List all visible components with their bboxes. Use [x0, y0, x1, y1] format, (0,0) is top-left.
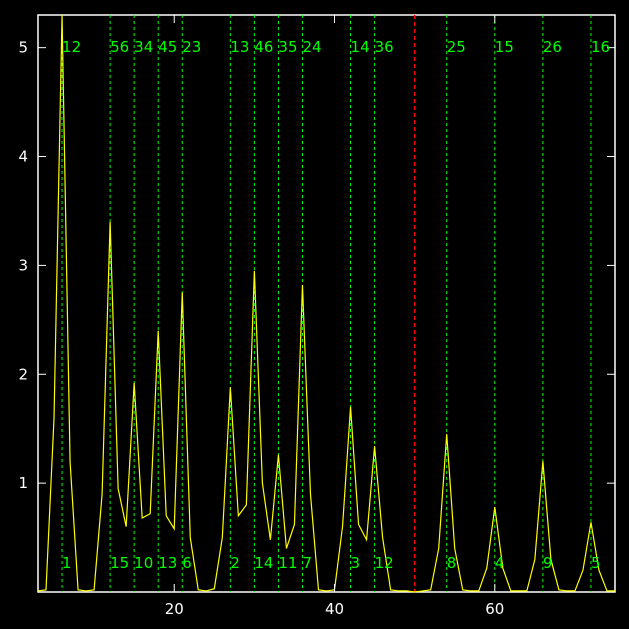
series-line-path — [37, 14, 615, 593]
top-peak-label: 36 — [375, 38, 394, 56]
bottom-peak-label: 5 — [591, 554, 601, 572]
top-peak-label: 25 — [447, 38, 466, 56]
top-peak-label: 26 — [543, 38, 562, 56]
x-tick-label: 40 — [325, 600, 344, 618]
bottom-peak-label: 15 — [110, 554, 129, 572]
top-peak-label: 46 — [254, 38, 273, 56]
top-peak-label: 15 — [495, 38, 514, 56]
top-peak-label: 56 — [110, 38, 129, 56]
y-tick-label: 4 — [18, 148, 28, 166]
bottom-peak-label: 4 — [495, 554, 505, 572]
top-peak-label: 24 — [302, 38, 321, 56]
bottom-peak-label: 2 — [230, 554, 240, 572]
bottom-peak-label: 10 — [134, 554, 153, 572]
top-peak-label: 34 — [134, 38, 153, 56]
top-peak-label: 35 — [278, 38, 297, 56]
y-tick-label: 3 — [18, 256, 28, 274]
bottom-peak-label: 6 — [182, 554, 192, 572]
x-axis: 20 40 60 — [165, 15, 504, 618]
x-tick-label: 60 — [485, 600, 504, 618]
bottom-peak-label: 12 — [375, 554, 394, 572]
x-tick-label: 20 — [165, 600, 184, 618]
y-tick-label: 2 — [18, 365, 28, 383]
bottom-peak-label: 11 — [278, 554, 297, 572]
plot-area — [37, 14, 616, 593]
top-peak-label: 14 — [351, 38, 370, 56]
bottom-peak-label: 9 — [543, 554, 553, 572]
bottom-peak-label: 3 — [351, 554, 361, 572]
bottom-peak-label: 1 — [62, 554, 72, 572]
bottom-peak-label: 7 — [302, 554, 312, 572]
top-peak-label: 23 — [182, 38, 201, 56]
top-peak-label: 45 — [158, 38, 177, 56]
bottom-peak-label: 13 — [158, 554, 177, 572]
series-line — [37, 14, 615, 593]
y-tick-label: 1 — [18, 474, 28, 492]
peak-labels: 1215615341045132361324614351124714336122… — [62, 38, 610, 572]
top-peak-label: 16 — [591, 38, 610, 56]
top-peak-label: 12 — [62, 38, 81, 56]
top-peak-label: 13 — [230, 38, 249, 56]
bottom-peak-label: 8 — [447, 554, 457, 572]
y-tick-label: 5 — [18, 39, 28, 57]
bottom-peak-label: 14 — [254, 554, 273, 572]
